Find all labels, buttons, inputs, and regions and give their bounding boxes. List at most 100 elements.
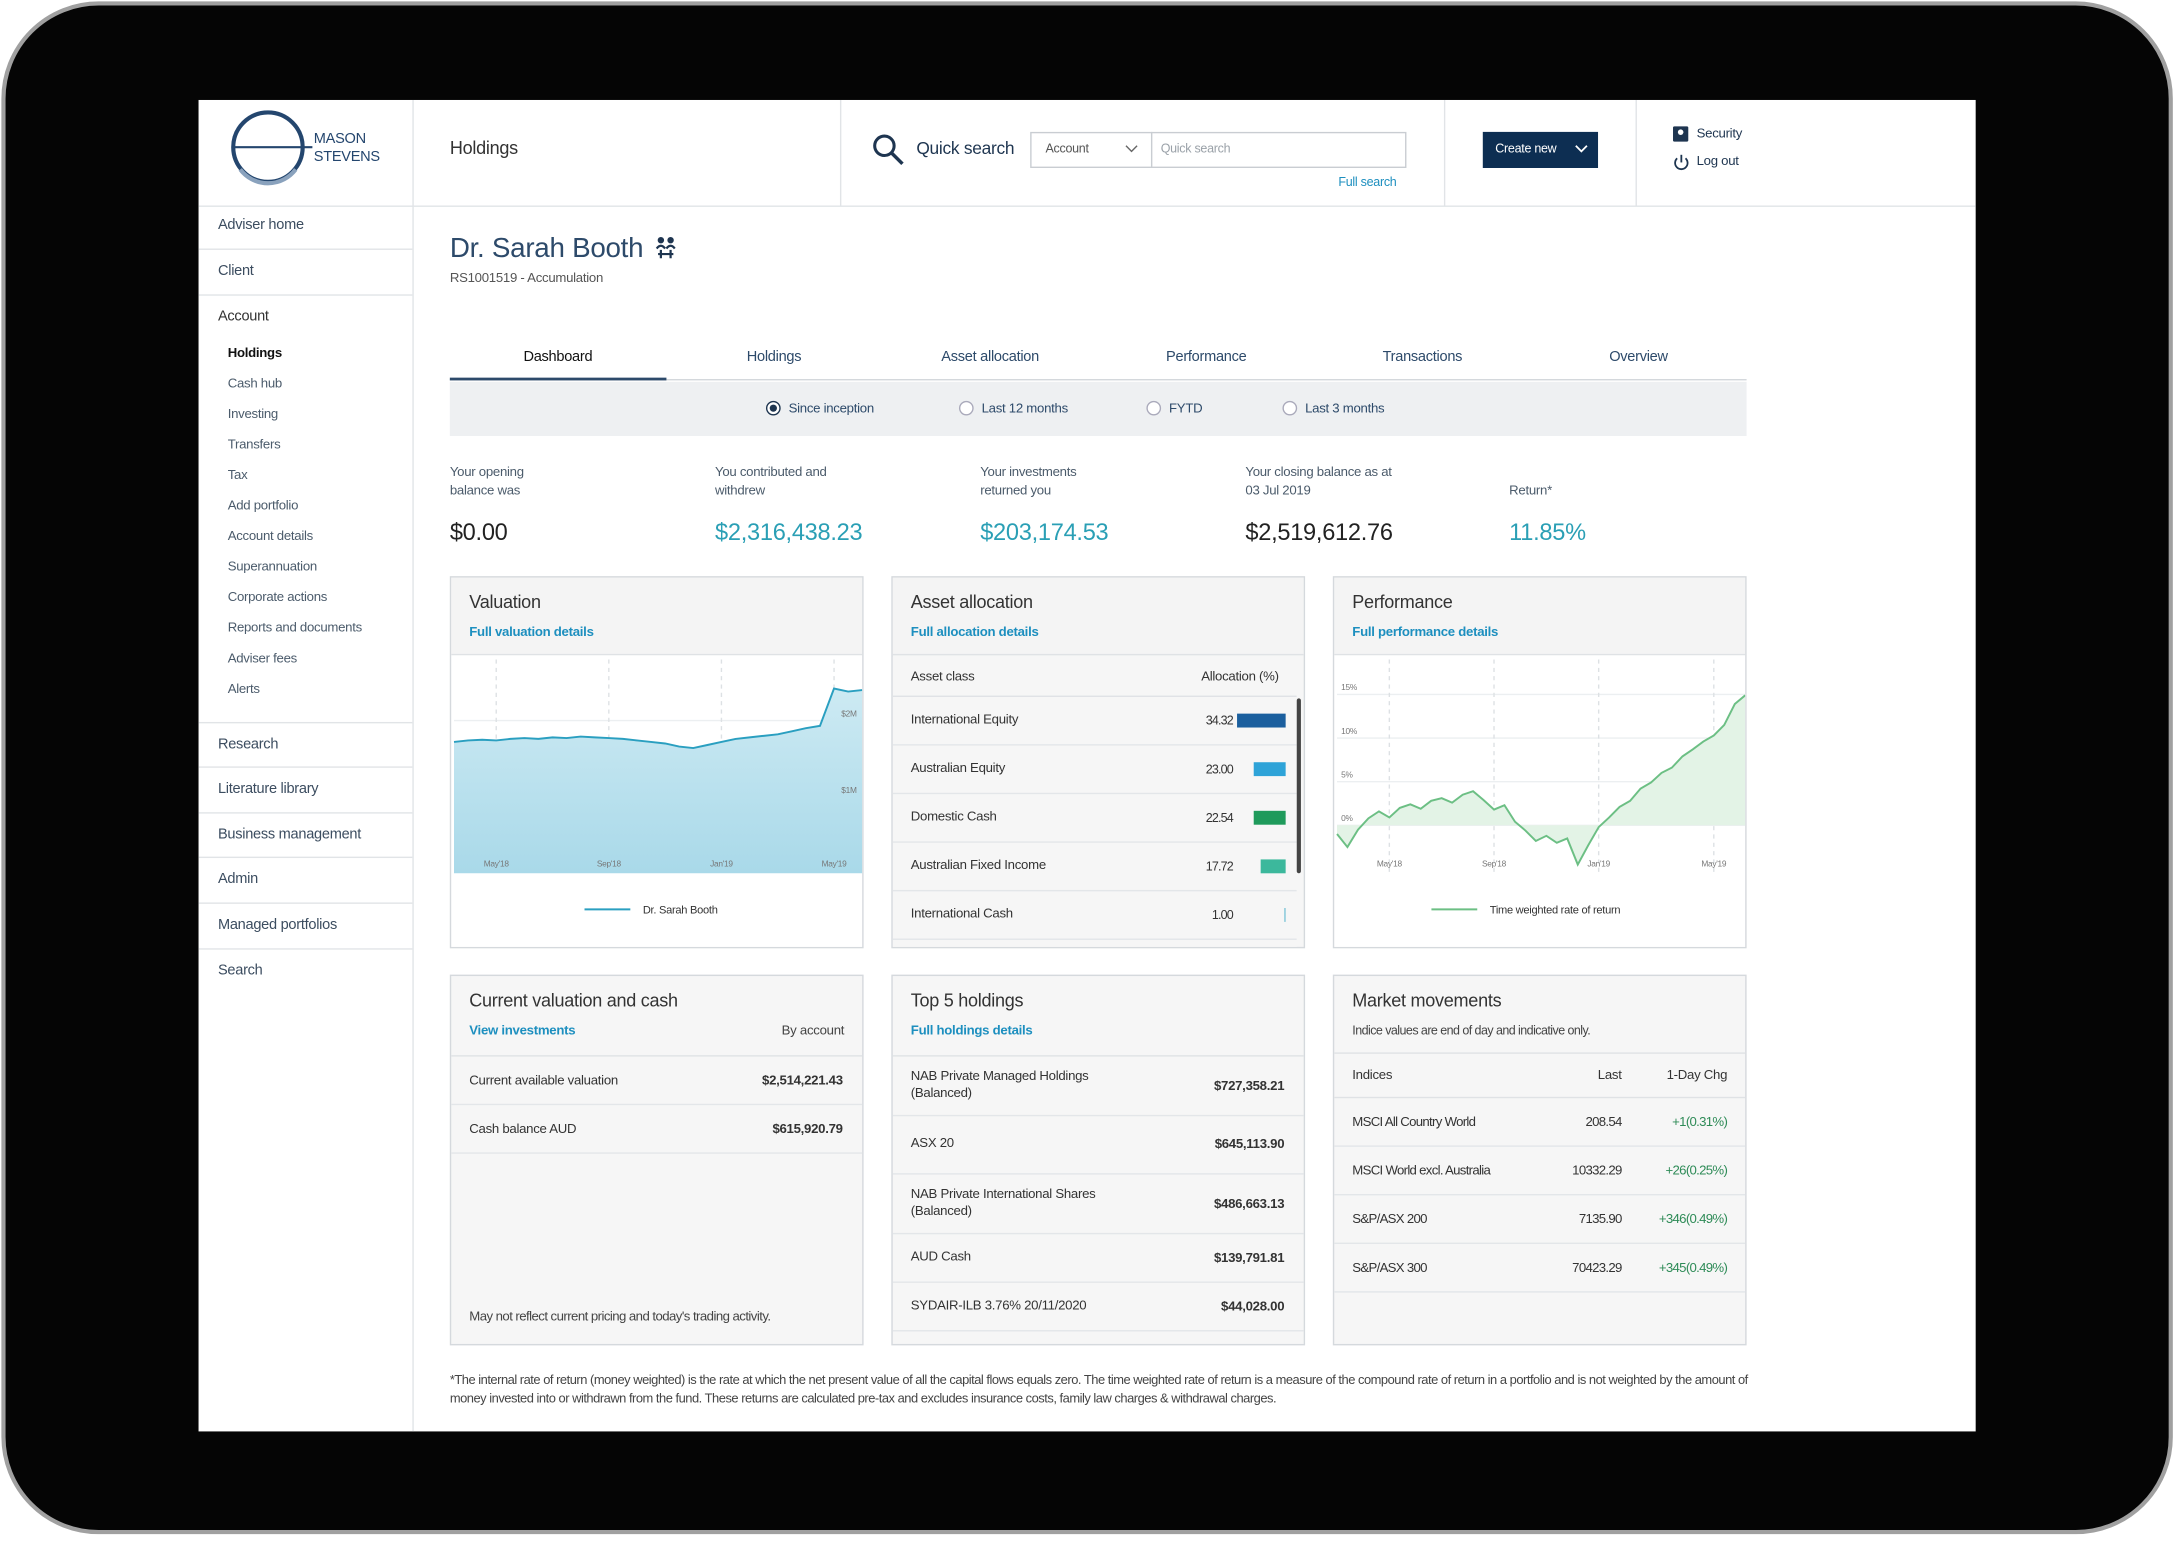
nav-item[interactable]: Admin bbox=[217, 870, 258, 888]
nav-separator bbox=[198, 856, 413, 859]
tab[interactable]: Asset allocation bbox=[941, 348, 1039, 366]
nav-item[interactable]: Client bbox=[217, 262, 254, 280]
by-account[interactable]: By account bbox=[781, 1023, 845, 1039]
logout-link[interactable]: Log out bbox=[1696, 154, 1739, 170]
security-link[interactable]: Security bbox=[1696, 126, 1743, 142]
logo-swoosh bbox=[238, 168, 298, 186]
holding-value: $486,663.13 bbox=[1213, 1196, 1285, 1212]
card-link[interactable]: Full valuation details bbox=[469, 624, 594, 641]
header-divider bbox=[839, 99, 842, 206]
nav-subitem[interactable]: Account details bbox=[227, 528, 314, 545]
y-tick-label: 10% bbox=[1341, 726, 1358, 736]
full-search-link[interactable]: Full search bbox=[1338, 174, 1397, 189]
nav-subitem[interactable]: Alerts bbox=[227, 681, 260, 697]
nav-subitem[interactable]: Superannuation bbox=[227, 559, 318, 575]
legend-label: Time weighted rate of return bbox=[1490, 905, 1621, 917]
holding-row: NAB Private International Shares (Balanc… bbox=[892, 1175, 1304, 1235]
search-handle bbox=[890, 151, 904, 166]
tab[interactable]: Performance bbox=[1166, 348, 1247, 366]
nav-subitem[interactable]: Transfers bbox=[227, 437, 281, 453]
series-line bbox=[453, 687, 863, 750]
holding-row: ASX 20 $645,113.90 bbox=[892, 1116, 1304, 1175]
nav-separator bbox=[198, 902, 413, 904]
market-row: S&P/ASX 200 7135.90 +346(0.49%) bbox=[1334, 1195, 1746, 1244]
tab[interactable]: Transactions bbox=[1382, 348, 1463, 366]
summary-value: 11.85% bbox=[1509, 519, 1586, 546]
summary-label: Return* bbox=[1509, 483, 1552, 499]
allocation-label: 1.00 bbox=[1211, 908, 1234, 922]
table-header: Asset class Allocation (%) bbox=[892, 657, 1297, 697]
valuation-row: Cash balance AUD $615,920.79 bbox=[451, 1105, 863, 1154]
x-tick-label: May'18 bbox=[1377, 858, 1403, 868]
nav-item[interactable]: Research bbox=[217, 735, 279, 753]
allocation-row: International Equity 34.32 bbox=[892, 697, 1297, 746]
power-arc bbox=[1674, 157, 1689, 171]
card: Asset allocation Full allocation details A… bbox=[891, 576, 1306, 949]
nav-subitem[interactable]: Add portfolio bbox=[227, 498, 299, 514]
nav-item[interactable]: Adviser home bbox=[217, 216, 304, 234]
card-link[interactable]: View investments bbox=[469, 1023, 576, 1039]
nav-item[interactable]: Search bbox=[217, 962, 263, 979]
x-tick-label: May'18 bbox=[484, 858, 510, 868]
tab[interactable]: Holdings bbox=[746, 348, 802, 366]
radio-ring bbox=[958, 400, 974, 416]
search-input[interactable] bbox=[1150, 131, 1407, 168]
tab[interactable]: Dashboard bbox=[523, 348, 593, 366]
card: Top 5 holdings Full holdings details NAB P… bbox=[891, 974, 1306, 1346]
holding-value: $44,028.00 bbox=[1221, 1298, 1285, 1315]
client-icon bbox=[655, 236, 676, 259]
allocation-label: 22.54 bbox=[1205, 810, 1234, 825]
summary-value: $2,519,612.76 bbox=[1245, 519, 1393, 546]
area-fill bbox=[454, 688, 863, 874]
allocation-table: Asset class Allocation (%) International E… bbox=[892, 656, 1297, 947]
client-name: Dr. Sarah Booth bbox=[449, 233, 644, 264]
valuation-table: Current available valuation $2,514,221.43… bbox=[451, 1055, 863, 1154]
market-cell: S&P/ASX 200 bbox=[1352, 1211, 1427, 1227]
card-link[interactable]: Full allocation details bbox=[910, 624, 1039, 641]
nav-subitem[interactable]: Adviser fees bbox=[227, 651, 298, 667]
summary-label: returned you bbox=[980, 483, 1051, 499]
card: Current valuation and cash View investmen… bbox=[449, 974, 864, 1346]
summary-label: Your closing balance as at bbox=[1245, 465, 1392, 481]
summary-label: You contributed and bbox=[715, 465, 827, 481]
allocation-bar bbox=[1253, 762, 1286, 777]
holding-name: AUD Cash bbox=[910, 1249, 971, 1265]
column-header: Allocation (%) bbox=[1201, 668, 1279, 684]
nav-item[interactable]: Literature library bbox=[217, 780, 319, 797]
nav-subitem[interactable]: Tax bbox=[227, 467, 248, 484]
allocation-label: 34.32 bbox=[1205, 713, 1234, 728]
market-cell: +1(0.31%) bbox=[1672, 1114, 1728, 1130]
nav-separator bbox=[198, 248, 413, 250]
nav-subitem[interactable]: Holdings bbox=[227, 345, 282, 361]
period-option[interactable]: Since inception bbox=[788, 401, 875, 417]
card-header bbox=[451, 577, 863, 656]
nav-subitem[interactable]: Investing bbox=[227, 406, 279, 423]
market-cell: S&P/ASX 300 bbox=[1352, 1259, 1427, 1276]
nav-subitem[interactable]: Corporate actions bbox=[227, 590, 328, 606]
period-option[interactable]: Last 3 months bbox=[1305, 401, 1385, 417]
radio bbox=[1146, 400, 1162, 416]
card-link[interactable]: Full performance details bbox=[1352, 624, 1499, 641]
bar-track bbox=[1236, 908, 1290, 922]
allocation-row: Australian Equity 23.00 bbox=[892, 746, 1297, 795]
search-lens bbox=[873, 134, 896, 158]
nav-subitem[interactable]: Reports and documents bbox=[227, 620, 362, 636]
card-link[interactable]: Full holdings details bbox=[910, 1023, 1033, 1039]
tab[interactable]: Overview bbox=[1609, 348, 1668, 366]
table-header: Indices Last 1-Day Chg bbox=[1334, 1054, 1746, 1099]
asset-class: International Cash bbox=[910, 906, 1013, 922]
card-header bbox=[1334, 577, 1746, 656]
chevron bbox=[1575, 145, 1588, 153]
footnote: *The internal rate of return (money weig… bbox=[449, 1373, 1748, 1406]
market-cell: 70423.29 bbox=[1572, 1259, 1622, 1276]
allocation-bar bbox=[1284, 908, 1286, 922]
period-option[interactable]: FYTD bbox=[1169, 401, 1203, 417]
nav-item[interactable]: Business management bbox=[217, 826, 362, 843]
nav-separator bbox=[198, 721, 413, 724]
nav-item[interactable]: Account bbox=[217, 308, 269, 325]
nav-subitem[interactable]: Cash hub bbox=[227, 376, 283, 392]
holding-value: $139,791.81 bbox=[1213, 1250, 1285, 1266]
period-option[interactable]: Last 12 months bbox=[981, 401, 1069, 417]
nav-item[interactable]: Managed portfolios bbox=[217, 916, 337, 933]
